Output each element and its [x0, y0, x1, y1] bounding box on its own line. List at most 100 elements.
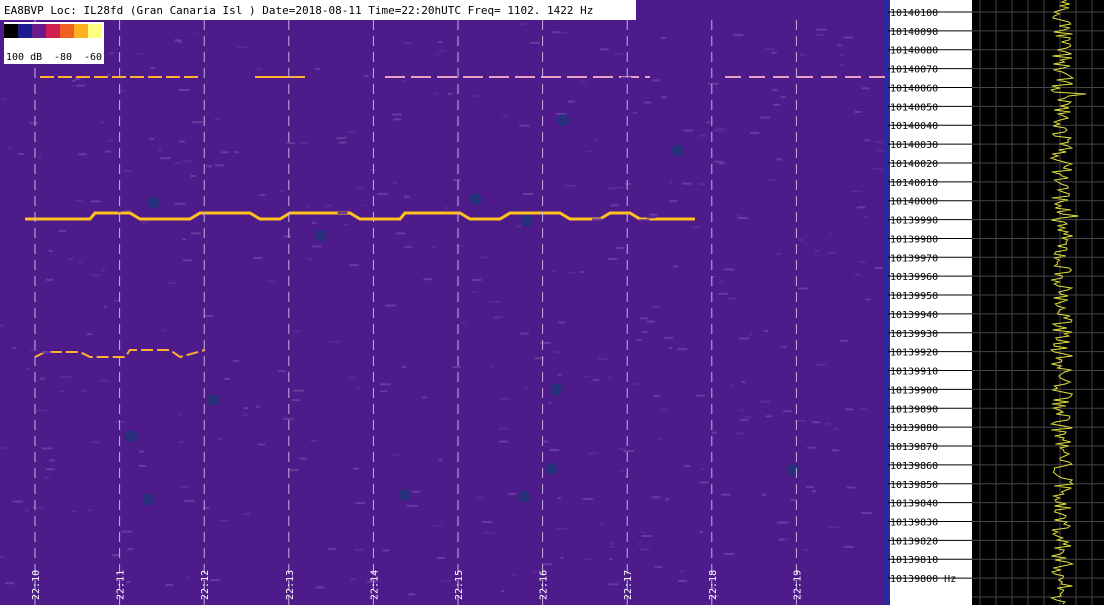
noise-speck: [1, 98, 8, 101]
noise-speck: [474, 95, 482, 98]
scale-label: -80: [54, 52, 72, 63]
noise-speck: [436, 556, 445, 559]
noise-speck: [438, 40, 443, 43]
frequency-label: 10139940: [890, 310, 938, 321]
noise-speck: [438, 459, 443, 462]
frequency-label: 10140040: [890, 121, 938, 132]
frequency-label: 10139900: [890, 385, 938, 396]
noise-speck: [291, 399, 300, 402]
noise-speck: [436, 54, 440, 57]
noise-speck: [863, 216, 869, 219]
noise-speck: [520, 332, 529, 335]
noise-speck: [718, 292, 728, 295]
noise-speck: [516, 225, 523, 228]
scale-swatch: [60, 24, 74, 38]
noise-speck: [41, 351, 51, 354]
noise-speck: [299, 141, 309, 144]
noise-speck: [567, 100, 575, 103]
noise-blob: [125, 430, 138, 443]
noise-speck: [471, 291, 479, 294]
noise-speck: [90, 274, 100, 277]
noise-speck: [447, 92, 453, 95]
noise-speck: [765, 415, 773, 418]
noise-speck: [843, 36, 853, 39]
noise-speck: [423, 278, 433, 281]
noise-speck: [119, 89, 126, 92]
noise-speck: [219, 519, 229, 522]
noise-speck: [174, 39, 182, 42]
noise-speck: [78, 153, 87, 156]
noise-speck: [634, 382, 640, 385]
noise-speck: [840, 54, 844, 57]
noise-speck: [266, 280, 276, 283]
noise-speck: [699, 530, 704, 533]
noise-speck: [120, 530, 132, 533]
noise-speck: [44, 476, 50, 479]
frequency-label: 10140070: [890, 65, 938, 76]
noise-speck: [393, 453, 402, 456]
noise-speck: [584, 375, 590, 378]
noise-speck: [799, 53, 806, 56]
noise-speck: [739, 337, 750, 340]
time-label: 22:11: [116, 570, 127, 600]
noise-speck: [58, 390, 66, 393]
noise-speck: [192, 121, 203, 124]
frequency-label: 10139870: [890, 442, 938, 453]
noise-speck: [549, 449, 560, 452]
noise-speck: [783, 410, 792, 413]
noise-speck: [78, 260, 82, 263]
noise-speck: [616, 247, 625, 250]
noise-speck: [232, 359, 240, 362]
noise-speck: [433, 524, 442, 527]
noise-speck: [718, 280, 723, 283]
noise-speck: [511, 573, 518, 576]
noise-speck: [779, 346, 784, 349]
noise-speck: [35, 409, 47, 412]
noise-speck: [664, 336, 673, 339]
frequency-label: 10139960: [890, 272, 938, 283]
noise-speck: [678, 579, 687, 582]
noise-speck: [696, 394, 705, 397]
noise-speck: [150, 67, 156, 70]
noise-speck: [87, 509, 93, 512]
noise-speck: [178, 88, 190, 91]
noise-speck: [807, 446, 816, 449]
noise-speck: [554, 351, 561, 354]
noise-speck: [519, 23, 526, 26]
noise-speck: [856, 206, 865, 209]
noise-speck: [524, 387, 528, 390]
noise-speck: [7, 147, 12, 150]
noise-speck: [812, 421, 821, 424]
noise-speck: [610, 204, 619, 207]
noise-speck: [30, 349, 39, 352]
noise-speck: [639, 219, 650, 222]
noise-speck: [174, 202, 186, 205]
noise-speck: [392, 181, 398, 184]
noise-speck: [814, 249, 819, 252]
noise-speck: [138, 450, 145, 453]
noise-speck: [639, 548, 650, 551]
noise-speck: [522, 193, 534, 196]
frequency-label: 10139810: [890, 555, 938, 566]
time-label: 22:17: [623, 570, 634, 600]
noise-blob: [469, 193, 482, 206]
frequency-label: 10140090: [890, 27, 938, 38]
noise-speck: [740, 418, 749, 421]
noise-speck: [185, 576, 190, 579]
noise-speck: [711, 275, 715, 278]
noise-speck: [203, 507, 210, 510]
frequency-label: 10140030: [890, 140, 938, 151]
noise-speck: [493, 317, 500, 320]
noise-speck: [45, 278, 54, 281]
noise-blob: [207, 394, 220, 407]
noise-speck: [403, 196, 411, 199]
noise-speck: [178, 441, 184, 444]
noise-speck: [288, 469, 299, 472]
scale-swatch: [32, 24, 46, 38]
noise-speck: [761, 493, 767, 496]
noise-speck: [713, 129, 725, 132]
frequency-label: 10140060: [890, 83, 938, 94]
noise-speck: [653, 394, 660, 397]
noise-speck: [699, 183, 706, 186]
noise-speck: [584, 558, 592, 561]
